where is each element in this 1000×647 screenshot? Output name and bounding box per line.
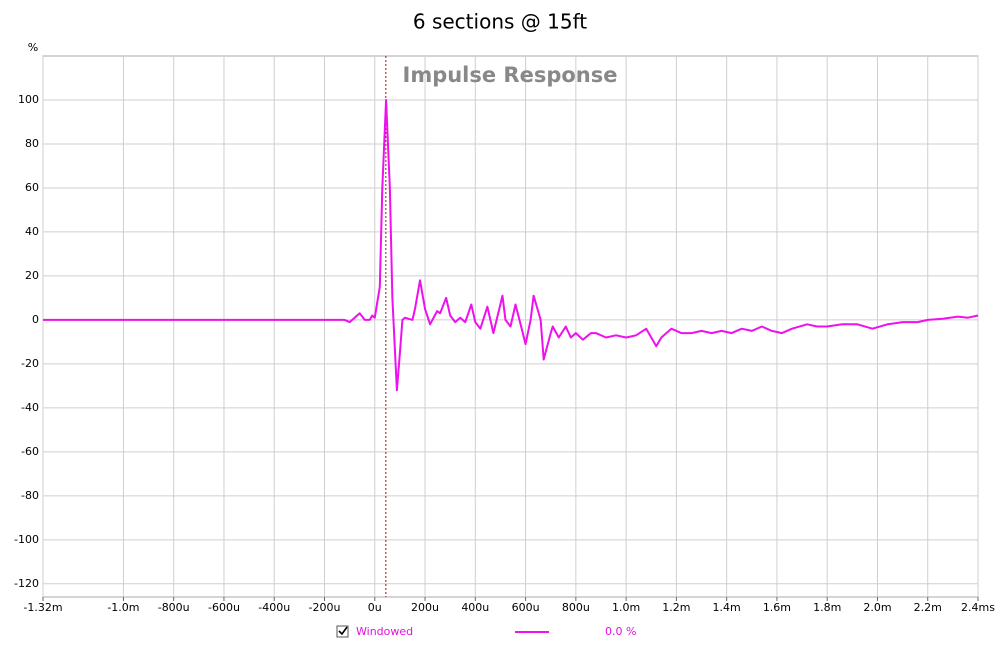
x-tick-label: 600u xyxy=(512,601,540,614)
x-tick-label: 1.2m xyxy=(662,601,690,614)
x-tick-label: -1.32m xyxy=(23,601,62,614)
y-tick-label: 40 xyxy=(25,225,39,238)
x-tick-label: 400u xyxy=(461,601,489,614)
y-tick-label: -40 xyxy=(21,401,39,414)
plot-title: Impulse Response xyxy=(403,63,618,87)
legend-readout: 0.0 % xyxy=(605,625,636,638)
x-tick-label: 1.6m xyxy=(763,601,791,614)
y-tick-label: 100 xyxy=(18,93,39,106)
x-tick-label: 0u xyxy=(368,601,382,614)
x-tick-label: -400u xyxy=(258,601,290,614)
x-tick-label: 800u xyxy=(562,601,590,614)
y-tick-label: 0 xyxy=(32,313,39,326)
x-tick-label: 2.2m xyxy=(914,601,942,614)
x-tick-label: -600u xyxy=(208,601,240,614)
x-tick-label: 2.4ms xyxy=(961,601,995,614)
x-tick-label: 1.0m xyxy=(612,601,640,614)
y-tick-label: 80 xyxy=(25,137,39,150)
y-axis-label: % xyxy=(28,41,38,54)
x-tick-label: 200u xyxy=(411,601,439,614)
series-line xyxy=(43,98,979,392)
y-tick-label: -20 xyxy=(21,357,39,370)
legend: Windowed 0.0 % xyxy=(336,625,636,638)
legend-checkbox[interactable] xyxy=(336,625,349,638)
y-tick-label: -60 xyxy=(21,445,39,458)
x-tick-label: -800u xyxy=(158,601,190,614)
y-tick-label: -100 xyxy=(14,533,39,546)
x-tick-label: -1.0m xyxy=(107,601,139,614)
y-tick-label: 20 xyxy=(25,269,39,282)
checkbox-check xyxy=(338,626,348,636)
x-tick-label: 2.0m xyxy=(863,601,891,614)
x-tick-label: -200u xyxy=(309,601,341,614)
legend-label: Windowed xyxy=(356,625,413,638)
chart-title: 6 sections @ 15ft xyxy=(413,10,587,34)
y-tick-label: 60 xyxy=(25,181,39,194)
x-tick-label: 1.4m xyxy=(713,601,741,614)
x-tick-label: 1.8m xyxy=(813,601,841,614)
y-tick-label: -80 xyxy=(21,489,39,502)
y-tick-label: -120 xyxy=(14,577,39,590)
